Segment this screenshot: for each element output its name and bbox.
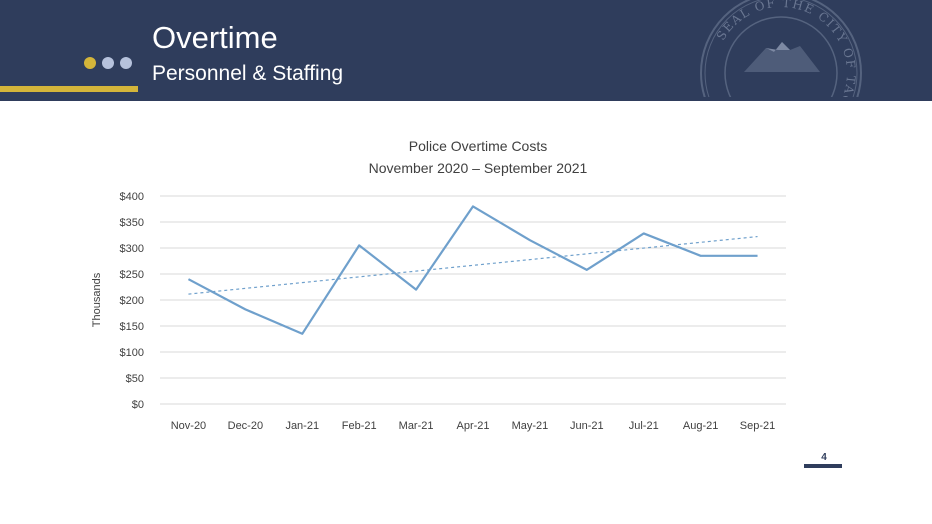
- x-tick-label: Jun-21: [570, 420, 604, 432]
- page-number-bar: [804, 464, 842, 468]
- slide-subtitle: Personnel & Staffing: [152, 62, 344, 85]
- y-tick-label: $100: [120, 347, 144, 359]
- light-dot: [102, 57, 114, 69]
- page-number: 4: [821, 452, 827, 463]
- chart-subtitle: November 2020 – September 2021: [369, 160, 588, 176]
- mountain-icon: [744, 42, 820, 72]
- y-axis-label: Thousands: [91, 272, 103, 327]
- x-tick-label: Mar-21: [399, 420, 434, 432]
- x-tick-label: Feb-21: [342, 420, 377, 432]
- city-seal-logo: SEAL OF THE CITY OF TACOMA: [700, 0, 862, 97]
- x-tick-label: May-21: [512, 420, 549, 432]
- x-tick-label: Apr-21: [456, 420, 489, 432]
- gold-accent-bar: [0, 86, 138, 92]
- y-tick-label: $350: [120, 217, 144, 229]
- overtime-line-chart: Police Overtime Costs November 2020 – Se…: [91, 138, 786, 432]
- light-dot: [120, 57, 132, 69]
- trendline: [188, 235, 758, 295]
- x-tick-label: Sep-21: [740, 420, 775, 432]
- gold-dot: [84, 57, 96, 69]
- x-tick-label: Aug-21: [683, 420, 718, 432]
- x-tick-label: Dec-20: [228, 420, 263, 432]
- y-tick-label: $400: [120, 191, 144, 203]
- x-tick-label: Jul-21: [629, 420, 659, 432]
- overtime-series-line: [187, 205, 758, 335]
- slide-title: Overtime: [152, 20, 278, 55]
- header-underline: [0, 97, 932, 101]
- y-tick-label: $250: [120, 269, 144, 281]
- y-tick-label: $50: [126, 373, 144, 385]
- slide-header: Overtime Personnel & Staffing SEAL OF TH…: [0, 0, 932, 97]
- y-tick-label: $0: [132, 399, 144, 411]
- x-tick-label: Jan-21: [285, 420, 319, 432]
- y-tick-label: $300: [120, 243, 144, 255]
- x-tick-label: Nov-20: [171, 420, 206, 432]
- y-tick-label: $200: [120, 295, 144, 307]
- y-tick-label: $150: [120, 321, 144, 333]
- chart-title: Police Overtime Costs: [409, 138, 547, 154]
